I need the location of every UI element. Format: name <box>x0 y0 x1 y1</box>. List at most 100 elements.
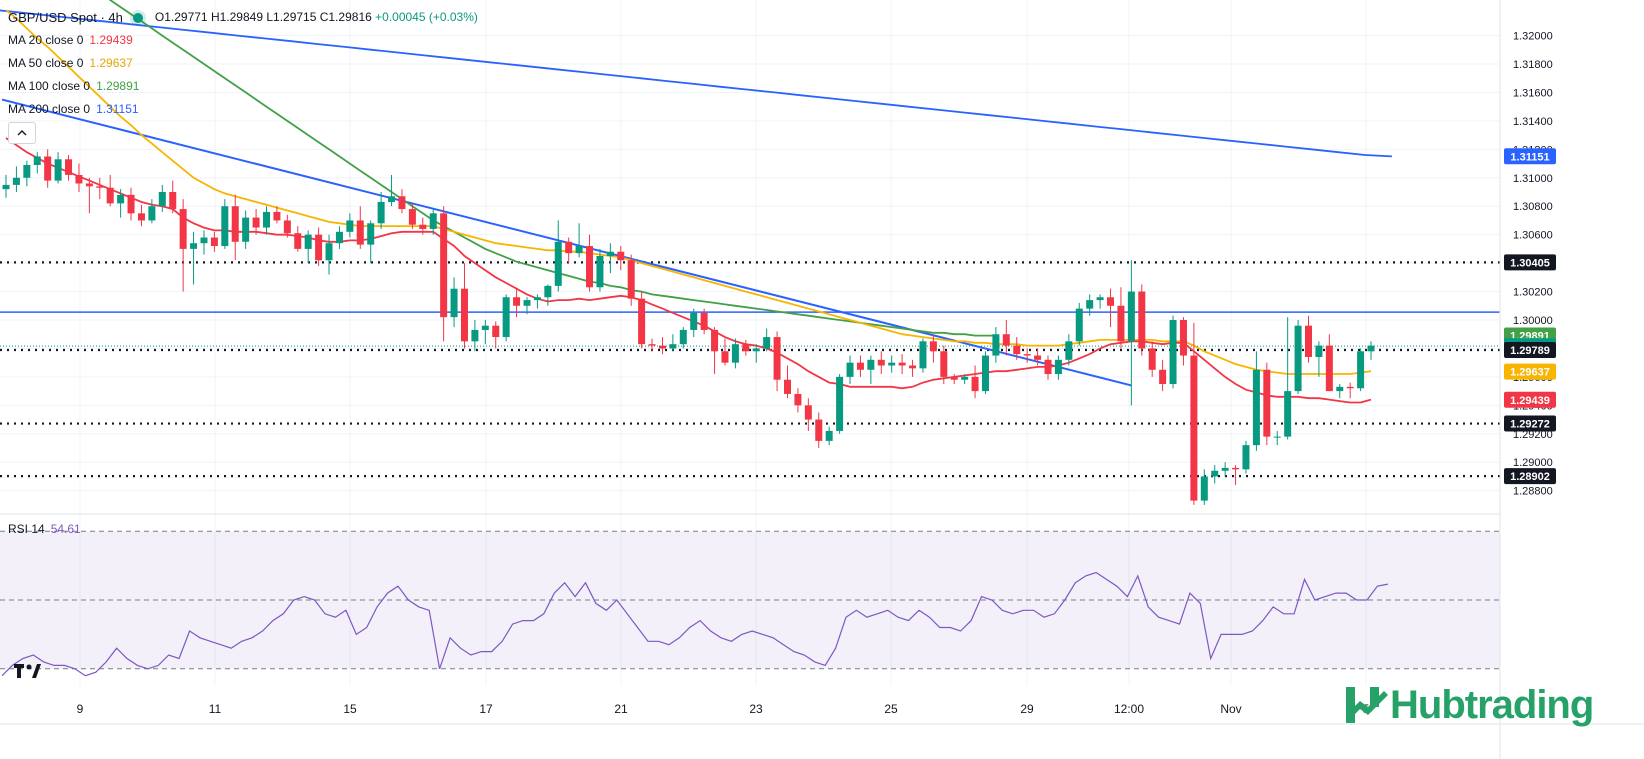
candle <box>648 338 656 352</box>
ma-label: MA 50 close 0 <box>8 56 84 70</box>
rsi-legend[interactable]: RSI 14 54.61 <box>8 522 81 536</box>
price-tag-box <box>1504 415 1556 432</box>
price-tick-label: 1.29000 <box>1513 457 1553 469</box>
candle-body <box>544 285 552 298</box>
candle-body <box>731 344 739 363</box>
candle <box>137 204 145 227</box>
collapse-legend-button[interactable] <box>8 122 36 144</box>
candle <box>1117 287 1125 349</box>
ma-legend-item[interactable]: MA 50 close 0 1.29637 <box>8 52 478 75</box>
time-tick-label: 17 <box>479 702 493 716</box>
ma-label: MA 20 close 0 <box>8 33 84 47</box>
candle <box>1367 341 1375 360</box>
candle-body <box>158 192 166 207</box>
candle <box>502 294 510 342</box>
candle <box>1096 294 1104 309</box>
time-tick-label: Nov <box>1220 702 1241 716</box>
candle <box>440 206 448 342</box>
candle-body <box>1107 297 1115 306</box>
rsi-value: 54.61 <box>50 522 81 536</box>
candle-body <box>492 325 500 338</box>
candle-body <box>513 297 521 306</box>
candle <box>1284 317 1292 440</box>
candle-body <box>711 329 719 352</box>
candle <box>148 199 156 224</box>
symbol-title[interactable]: GBP/USD Spot · 4h <box>8 10 123 25</box>
candle-body <box>1138 291 1146 349</box>
candle-body <box>1179 320 1187 356</box>
candle <box>763 328 771 352</box>
ma-value: 1.29637 <box>89 56 133 70</box>
rsi-line <box>1 571 1389 677</box>
candle-body <box>909 365 917 369</box>
candle-body <box>471 329 479 342</box>
candle <box>96 177 104 200</box>
candle-body <box>836 376 844 431</box>
candle-body <box>888 362 896 366</box>
candle <box>12 166 20 192</box>
candle-body <box>408 209 416 225</box>
candle-body <box>1211 470 1219 477</box>
tradingview-logo-icon[interactable] <box>14 662 42 682</box>
candle <box>1242 440 1250 474</box>
candle-body <box>1232 467 1240 470</box>
candle-body <box>12 177 20 185</box>
symbol-row: GBP/USD Spot · 4h O1.29771 H1.29849 L1.2… <box>8 6 478 29</box>
candle-body <box>335 231 343 244</box>
candle-body <box>596 256 604 288</box>
candle-body <box>315 234 323 261</box>
candle-body <box>190 243 198 249</box>
candle <box>773 331 781 392</box>
candle-body <box>804 405 812 420</box>
price-tick-label: 1.31800 <box>1513 59 1553 71</box>
candle-body <box>1284 391 1292 437</box>
price-tag-box <box>1504 254 1556 271</box>
candle-body <box>825 430 833 441</box>
candle-body <box>700 312 708 330</box>
candle-body <box>221 206 229 247</box>
candle <box>606 243 614 274</box>
ma-legend-item[interactable]: MA 200 close 0 1.31151 <box>8 98 478 121</box>
candle <box>638 291 646 349</box>
candle <box>231 194 239 261</box>
candle <box>273 206 281 224</box>
time-tick-label: 12:00 <box>1114 702 1144 716</box>
candle <box>44 149 52 188</box>
candle-body <box>856 362 864 370</box>
ma-label: MA 200 close 0 <box>8 102 91 116</box>
price-tag-label: 1.29637 <box>1510 367 1550 379</box>
candle <box>669 334 677 352</box>
price-tag: 1.29272 <box>1504 415 1556 432</box>
time-tick-label: 25 <box>884 702 898 716</box>
candle <box>627 254 635 306</box>
candle-body <box>106 187 114 204</box>
candle-body <box>992 334 1000 356</box>
candle <box>617 246 625 271</box>
candle <box>33 152 41 174</box>
candle <box>252 209 260 235</box>
candle-body <box>1221 467 1229 471</box>
candle-body <box>367 223 375 245</box>
time-tick-label: 29 <box>1020 702 1034 716</box>
candle <box>179 199 187 292</box>
candle <box>1002 320 1010 356</box>
candle <box>544 284 552 306</box>
price-tick-label: 1.31000 <box>1513 173 1553 185</box>
candle-body <box>231 206 239 242</box>
candle-body <box>263 211 270 228</box>
ma-value: 1.29891 <box>96 79 140 93</box>
candle <box>1013 337 1021 360</box>
candle <box>419 217 427 235</box>
candle <box>1294 320 1302 394</box>
candle-body <box>981 355 989 392</box>
ma-legend-item[interactable]: MA 20 close 0 1.29439 <box>8 29 478 52</box>
price-tick-label: 1.28800 <box>1513 486 1553 498</box>
candle <box>335 226 343 249</box>
ma-legend-item[interactable]: MA 100 close 0 1.29891 <box>8 75 478 98</box>
candle <box>565 237 573 264</box>
candle-body <box>565 241 573 254</box>
candle-body <box>117 194 125 204</box>
candle-body <box>1263 369 1271 437</box>
candle-body <box>1127 291 1135 342</box>
